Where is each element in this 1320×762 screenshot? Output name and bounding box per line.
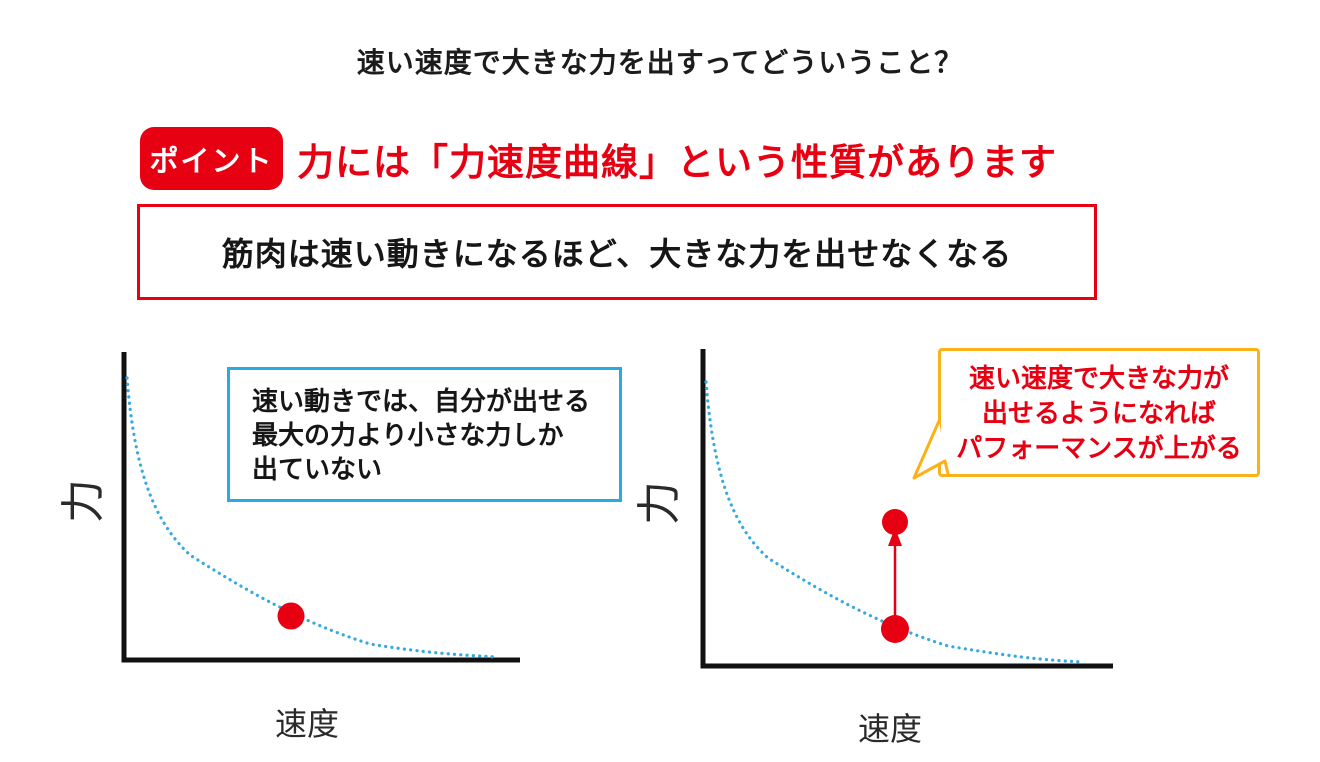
right-x-axis-label: 速度 bbox=[857, 710, 922, 748]
force-gain-arrowhead bbox=[888, 528, 902, 546]
left-y-axis-label: 力 bbox=[58, 479, 109, 523]
right-chart-speech-bubble: 速い速度で大きな力が 出せるようになれば パフォーマンスが上がる bbox=[938, 348, 1260, 477]
right-improved-force-dot bbox=[882, 509, 908, 535]
point-badge: ポイント bbox=[140, 127, 283, 190]
left-chart-annotation: 速い動きでは、自分が出せる 最大の力より小さな力しか 出ていない bbox=[227, 367, 622, 502]
left-x-axis-label: 速度 bbox=[274, 705, 339, 743]
left-current-force-dot bbox=[277, 602, 305, 630]
point-headline: 力には「力速度曲線」という性質があります bbox=[297, 140, 1057, 184]
page-title: 速い速度で大きな力を出すってどういうこと？ bbox=[356, 46, 964, 79]
right-y-axis-label: 力 bbox=[634, 481, 685, 525]
summary-text: 筋肉は速い動きになるほど、大きな力を出せなくなる bbox=[221, 235, 1013, 273]
right-current-force-dot bbox=[881, 615, 909, 643]
summary-box: 筋肉は速い動きになるほど、大きな力を出せなくなる bbox=[137, 204, 1097, 300]
